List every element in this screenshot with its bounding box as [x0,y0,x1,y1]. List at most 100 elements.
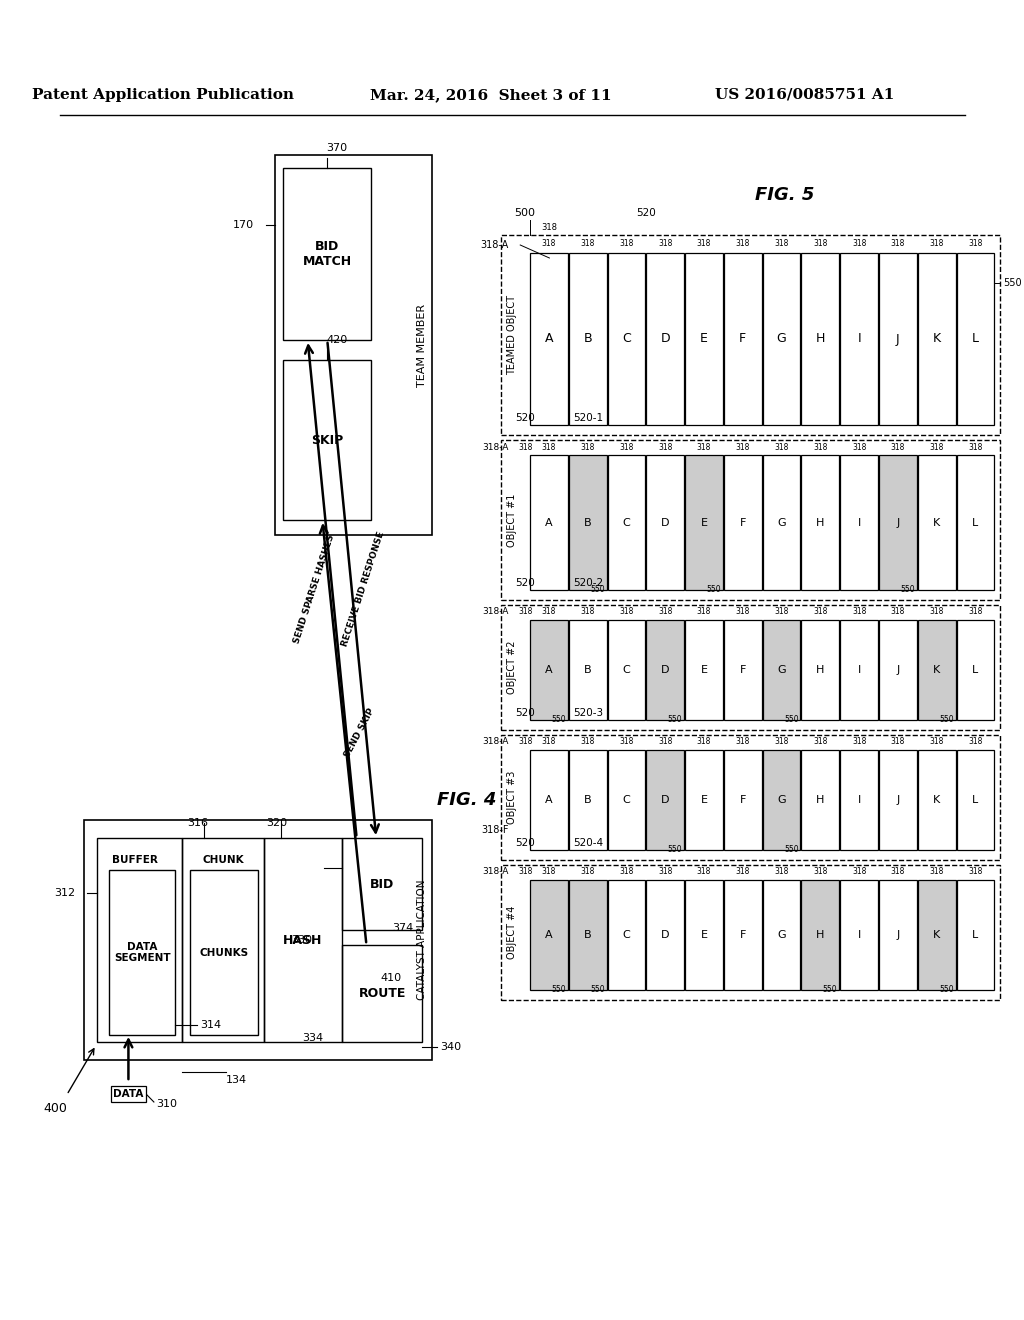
Text: 318: 318 [813,239,827,248]
Text: 318: 318 [852,867,866,876]
Text: 318: 318 [735,867,750,876]
Text: E: E [700,795,708,805]
Text: A: A [545,333,553,346]
Text: 318: 318 [813,738,827,747]
Text: 318: 318 [658,867,673,876]
Bar [685,455,723,590]
Text: 314: 314 [200,1020,221,1030]
Bar [646,455,684,590]
Bar [724,253,762,425]
Bar [607,253,645,425]
Bar [263,838,342,1041]
Text: D: D [660,333,670,346]
Text: 318: 318 [891,239,905,248]
Bar [918,455,955,590]
Bar [956,455,994,590]
Text: 318-F: 318-F [481,825,509,836]
Text: 318: 318 [518,607,532,616]
Text: 318: 318 [696,239,712,248]
Text: F: F [739,795,745,805]
Bar [763,455,801,590]
Text: 550: 550 [939,985,953,994]
Text: 318: 318 [969,738,983,747]
Text: 500: 500 [515,209,536,218]
Text: 318: 318 [620,867,634,876]
Text: 520: 520 [515,413,535,422]
Text: I: I [857,333,861,346]
Bar [841,455,878,590]
Bar [956,620,994,719]
Text: E: E [700,931,708,940]
Text: 318: 318 [581,442,595,451]
Bar [97,838,182,1041]
Text: I: I [857,795,861,805]
Text: 550: 550 [783,845,799,854]
Text: 318: 318 [930,867,944,876]
Text: H: H [816,665,824,675]
Text: 318: 318 [518,738,532,747]
Text: 550: 550 [1004,279,1022,288]
Text: 520-4: 520-4 [573,838,603,847]
Text: 550: 550 [939,715,953,723]
Text: G: G [777,795,785,805]
Text: E: E [700,333,708,346]
Text: 520: 520 [515,578,535,587]
Text: 550: 550 [707,585,721,594]
Text: G: G [776,333,786,346]
Text: Patent Application Publication: Patent Application Publication [32,88,294,102]
Text: BUFFER: BUFFER [112,855,158,865]
Bar [646,750,684,850]
Text: 410: 410 [380,973,401,983]
Text: K: K [933,517,940,528]
Text: A: A [545,931,553,940]
Text: G: G [777,517,785,528]
Text: 316: 316 [187,818,208,828]
Text: TEAM MEMBER: TEAM MEMBER [417,304,427,387]
Text: A: A [545,665,553,675]
Text: 318: 318 [735,738,750,747]
Text: SEND SPARSE HASHES: SEND SPARSE HASHES [293,533,337,644]
Text: A: A [545,795,553,805]
Bar [879,455,916,590]
Bar [646,253,684,425]
Text: 318: 318 [581,239,595,248]
Text: 318: 318 [542,738,556,747]
Bar [646,880,684,990]
Text: FIG. 4: FIG. 4 [437,791,497,809]
Text: L: L [973,517,979,528]
Text: 318: 318 [930,607,944,616]
Text: C: C [623,931,631,940]
Text: 134: 134 [225,1074,247,1085]
Text: 318: 318 [930,239,944,248]
Text: 318: 318 [542,223,557,231]
Text: OBJECT #4: OBJECT #4 [507,906,517,960]
Bar [530,750,568,850]
Bar [763,253,801,425]
Bar [182,838,263,1041]
Bar [841,750,878,850]
Text: CHUNKS: CHUNKS [200,948,249,957]
Bar [879,620,916,719]
Text: L: L [973,931,979,940]
Bar [685,880,723,990]
Text: 318: 318 [542,607,556,616]
Text: 318: 318 [813,442,827,451]
Text: HASH: HASH [283,933,323,946]
Text: OBJECT #3: OBJECT #3 [507,771,517,824]
Text: K: K [933,795,940,805]
Text: 318: 318 [930,738,944,747]
Bar [685,620,723,719]
Text: 312: 312 [54,888,76,898]
Bar [568,880,606,990]
Bar [879,750,916,850]
Text: 520-3: 520-3 [573,708,603,718]
Text: B: B [584,795,592,805]
Text: 318: 318 [969,239,983,248]
Text: 318: 318 [852,738,866,747]
Bar [530,620,568,719]
Text: 318: 318 [774,867,788,876]
Text: 520-1: 520-1 [573,413,603,422]
Text: 550: 550 [590,585,604,594]
Text: US 2016/0085751 A1: US 2016/0085751 A1 [715,88,894,102]
Text: 318: 318 [774,607,788,616]
